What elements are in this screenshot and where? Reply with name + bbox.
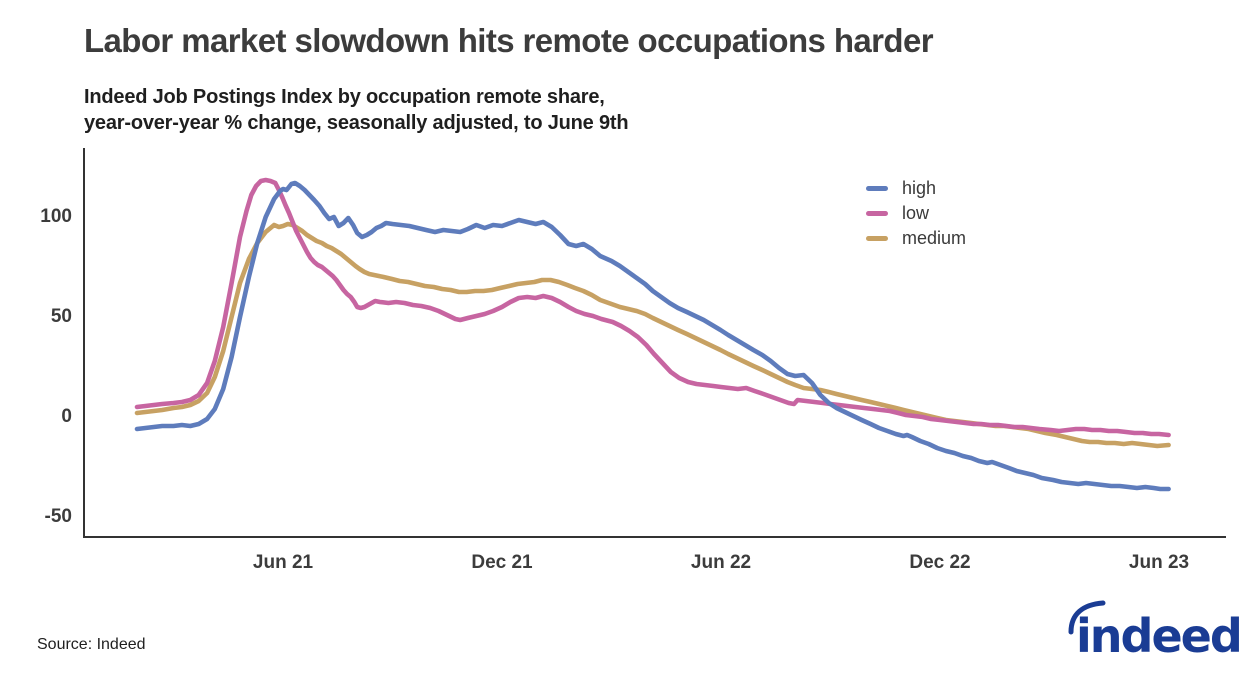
legend-swatch-low-icon	[866, 211, 888, 216]
y-tick-label: 100	[40, 206, 72, 227]
legend-item-low: low	[866, 201, 966, 226]
legend: high low medium	[866, 176, 966, 251]
legend-label: high	[902, 178, 937, 198]
x-tick-label: Jun 22	[690, 552, 752, 573]
series-line-high	[134, 180, 1171, 492]
y-tick-label: -50	[44, 506, 72, 527]
series-line-low	[134, 177, 1171, 438]
chart-subtitle: Indeed Job Postings Index by occupation …	[84, 84, 984, 136]
x-tick-label: Jun 23	[1128, 552, 1190, 573]
chart-title: Labor market slowdown hits remote occupa…	[84, 22, 934, 59]
indeed-logo-swoosh-icon	[1068, 600, 1106, 635]
x-tick-label: Jun 21	[252, 552, 314, 573]
legend-item-high: high	[866, 176, 966, 201]
legend-label: low	[902, 203, 930, 223]
indeed-logo: indeed	[1064, 596, 1244, 666]
y-tick-label: 0	[61, 406, 72, 427]
indeed-logo-text: indeed	[1076, 609, 1241, 663]
x-tick-label: Dec 21	[471, 552, 533, 573]
source-note: Source: Indeed	[37, 636, 146, 653]
chart-subtitle-line1: Indeed Job Postings Index by occupation …	[84, 86, 605, 108]
y-tick-label: 50	[50, 306, 72, 327]
legend-item-medium: medium	[866, 226, 966, 251]
legend-swatch-medium-icon	[866, 236, 888, 241]
legend-label: medium	[902, 228, 967, 248]
series-line-medium	[134, 221, 1171, 449]
x-tick-label: Dec 22	[909, 552, 971, 573]
legend-swatch-high-icon	[866, 186, 888, 191]
chart-subtitle-line2: year-over-year % change, seasonally adju…	[84, 112, 629, 134]
